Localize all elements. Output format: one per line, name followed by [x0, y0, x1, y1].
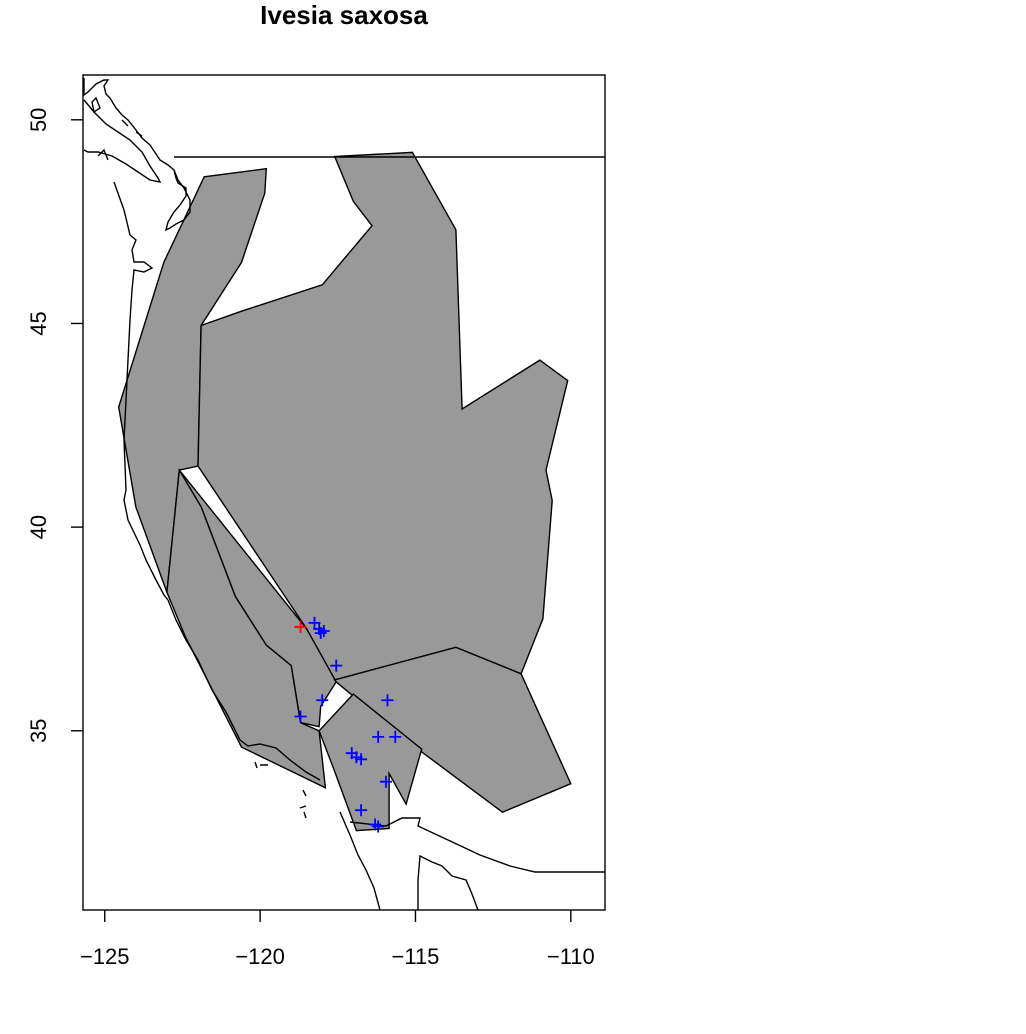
region-cascade-sierra-west — [117, 167, 268, 593]
occurrence-marker — [316, 694, 329, 707]
mexico-border — [349, 817, 605, 873]
occurrence-marker — [389, 730, 402, 743]
x-tick-label: −115 — [392, 944, 440, 969]
highlighted-occurrence-marker — [294, 620, 307, 633]
occurrence-marker — [330, 659, 343, 672]
occurrence-marker — [372, 730, 385, 743]
occurrence-marker — [381, 694, 394, 707]
region-mojave — [333, 646, 572, 813]
x-tick-label: −125 — [80, 944, 130, 969]
washington-coast — [113, 181, 169, 601]
x-tick-label: −120 — [235, 944, 285, 969]
baja-coast — [339, 811, 381, 910]
plot-frame — [82, 74, 606, 911]
x-tick-label: −110 — [547, 944, 595, 969]
occurrence-marker — [372, 820, 385, 833]
puget-islands — [91, 96, 143, 161]
occurrence-marker — [317, 624, 330, 637]
occurrence-markers — [294, 616, 402, 833]
y-tick-label: 40 — [26, 515, 51, 539]
vancouver-island — [83, 99, 162, 183]
occurrence-marker — [379, 775, 392, 788]
chart-title: Ivesia saxosa — [260, 0, 428, 30]
axes: −125 −120 −115 −110 35 40 45 50 — [26, 108, 595, 969]
region-coast-ranges — [166, 467, 327, 789]
region-peninsular-ranges — [318, 693, 423, 832]
coastline-and-borders — [83, 78, 605, 910]
y-tick-label: 35 — [26, 719, 51, 743]
occurrence-marker — [355, 804, 368, 817]
pacific-coastline — [83, 78, 191, 232]
y-tick-label: 45 — [26, 311, 51, 335]
channel-islands — [254, 761, 307, 819]
occurrence-marker — [294, 710, 307, 723]
occurrence-marker — [308, 616, 321, 629]
y-tick-label: 50 — [26, 108, 51, 132]
california-coast — [167, 599, 321, 781]
ecoregion-polygons — [117, 151, 572, 832]
gulf-of-california — [417, 854, 479, 910]
occurrence-marker — [355, 753, 368, 766]
